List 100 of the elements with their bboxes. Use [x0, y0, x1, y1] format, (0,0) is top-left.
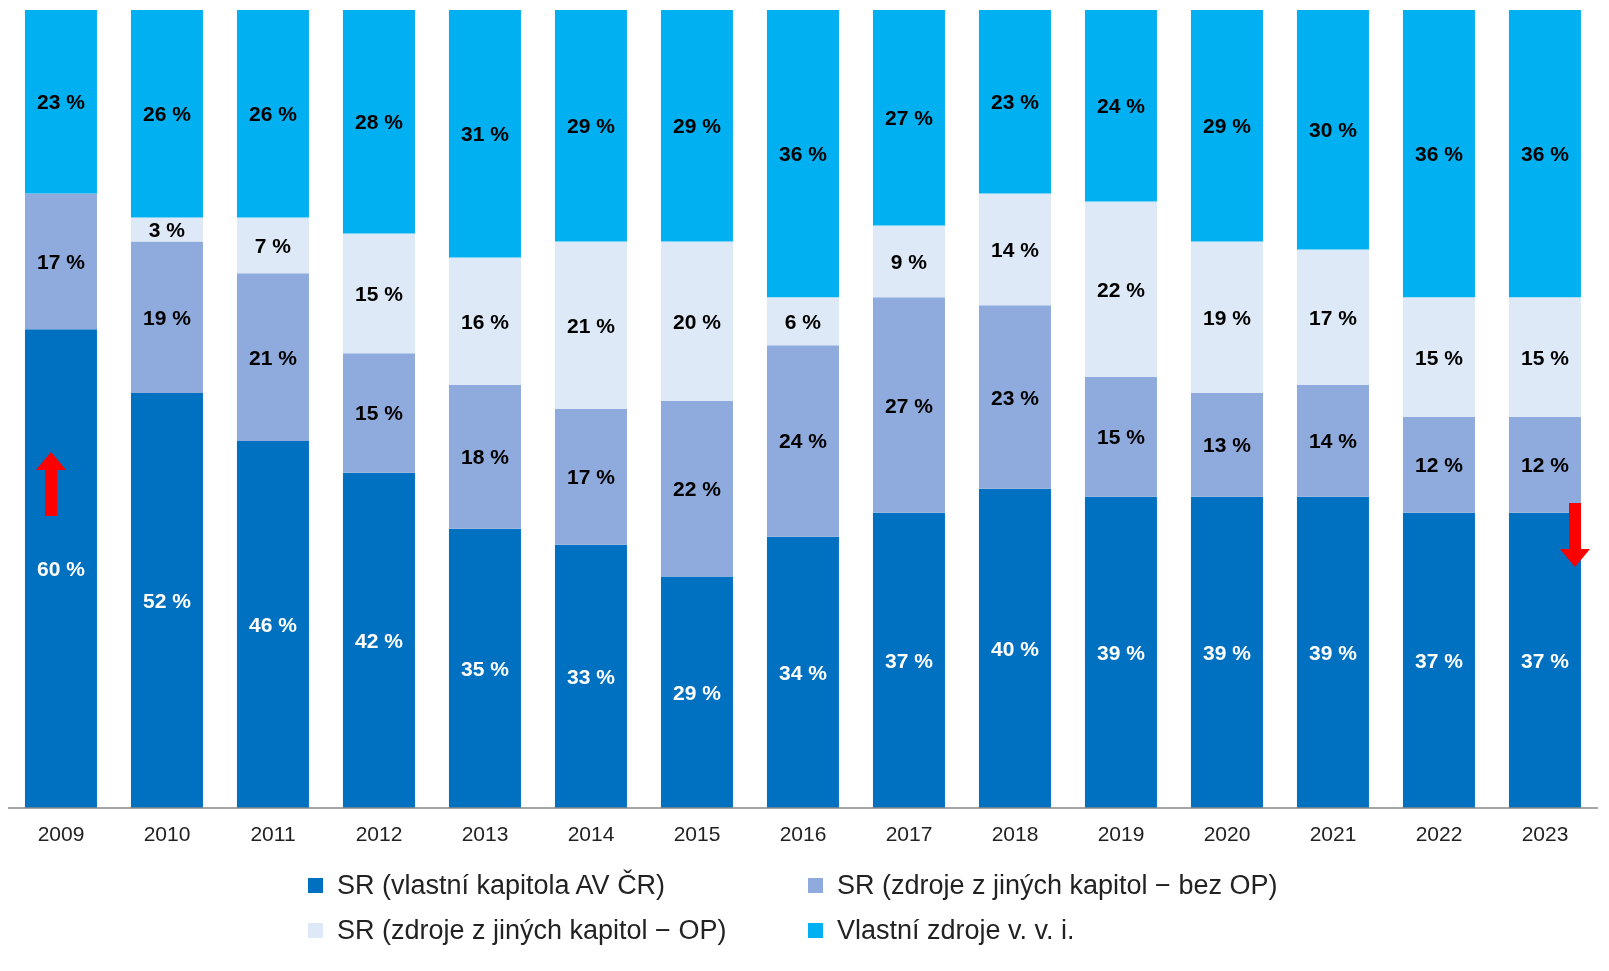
bar [872, 225, 945, 298]
x-tick-label: 2009 [37, 821, 85, 845]
data-label: 37 % [1521, 648, 1570, 672]
legend-label: SR (vlastní kapitola AV ČR) [337, 870, 666, 901]
bar [130, 10, 203, 218]
bar [1508, 10, 1581, 298]
bar [1402, 10, 1475, 298]
data-label: 60 % [37, 557, 86, 581]
legend-label: SR (zdroje z jiných kapitol − bez OP) [837, 870, 1278, 901]
data-label: 16 % [461, 309, 510, 333]
data-label: 23 % [991, 385, 1040, 409]
x-tick-label: 2015 [673, 821, 721, 845]
bar [236, 217, 309, 274]
data-label: 15 % [1415, 345, 1464, 369]
data-label: 15 % [355, 281, 404, 305]
bar [1296, 10, 1369, 250]
data-label: 31 % [461, 122, 510, 146]
bar [872, 512, 945, 808]
bar [766, 345, 839, 537]
bar [1296, 496, 1369, 808]
data-label: 17 % [1309, 305, 1358, 329]
bar [660, 10, 733, 242]
x-tick-label: 2010 [143, 821, 191, 845]
bar [660, 401, 733, 577]
bar [1296, 249, 1369, 386]
bar [1402, 297, 1475, 417]
data-label: 29 % [673, 114, 722, 138]
bar [130, 241, 203, 394]
bar [342, 472, 415, 808]
data-label: 6 % [784, 309, 822, 333]
bar [978, 305, 1051, 489]
bar [660, 576, 733, 808]
x-tick-label: 2014 [567, 821, 615, 845]
bar [1190, 241, 1263, 394]
bar [1402, 416, 1475, 513]
data-label: 14 % [991, 237, 1040, 261]
bar [236, 273, 309, 441]
legend-label: SR (zdroje z jiných kapitol − OP) [337, 915, 727, 946]
data-label: 29 % [673, 680, 722, 704]
data-label: 17 % [567, 465, 616, 489]
data-label: 22 % [1097, 277, 1146, 301]
data-label: 27 % [885, 393, 934, 417]
bar [236, 440, 309, 808]
data-label: 33 % [567, 664, 616, 688]
data-label: 39 % [1203, 640, 1252, 664]
bar [24, 329, 97, 808]
data-label: 36 % [1415, 142, 1464, 166]
bar [448, 385, 521, 529]
x-tick-label: 2023 [1521, 821, 1569, 845]
data-label: 26 % [143, 102, 192, 126]
bar [1508, 297, 1581, 417]
data-label: 21 % [567, 313, 616, 337]
data-label: 37 % [1415, 648, 1464, 672]
data-label: 3 % [148, 217, 186, 241]
data-label: 40 % [991, 636, 1040, 660]
x-tick-label: 2020 [1203, 821, 1251, 845]
legend-label: Vlastní zdroje v. v. i. [837, 915, 1075, 946]
bar [554, 241, 627, 409]
x-tick-label: 2019 [1097, 821, 1145, 845]
bar [1296, 385, 1369, 497]
data-label: 21 % [249, 345, 298, 369]
data-label: 52 % [143, 589, 192, 613]
data-label: 9 % [890, 249, 928, 273]
data-label: 39 % [1309, 640, 1358, 664]
x-tick-label: 2017 [885, 821, 933, 845]
bar [766, 10, 839, 298]
bar [448, 528, 521, 808]
data-label: 7 % [254, 233, 292, 257]
bar [554, 10, 627, 242]
data-label: 23 % [991, 90, 1040, 114]
bar [978, 488, 1051, 808]
bar [554, 544, 627, 808]
bar [342, 233, 415, 354]
bar [448, 257, 521, 386]
bar [978, 10, 1051, 194]
data-label: 35 % [461, 656, 510, 680]
data-label: 12 % [1521, 453, 1570, 477]
bar [1508, 512, 1581, 808]
data-label: 20 % [673, 309, 722, 333]
data-label: 29 % [1203, 114, 1252, 138]
data-label: 12 % [1415, 453, 1464, 477]
data-label: 46 % [249, 612, 298, 636]
data-label: 36 % [779, 142, 828, 166]
data-label: 19 % [1203, 305, 1252, 329]
data-label: 30 % [1309, 118, 1358, 142]
bar [872, 10, 945, 226]
bar [766, 536, 839, 808]
bar [1190, 496, 1263, 808]
data-label: 34 % [779, 660, 828, 684]
bar [1084, 10, 1157, 202]
x-tick-label: 2011 [250, 821, 296, 845]
bar [1190, 393, 1263, 497]
x-tick-label: 2022 [1415, 821, 1463, 845]
bar [342, 353, 415, 473]
bar [1190, 10, 1263, 242]
bar [1084, 496, 1157, 808]
data-label: 37 % [885, 648, 934, 672]
bar [1402, 512, 1475, 808]
bar [1084, 201, 1157, 378]
data-label: 17 % [37, 249, 86, 273]
